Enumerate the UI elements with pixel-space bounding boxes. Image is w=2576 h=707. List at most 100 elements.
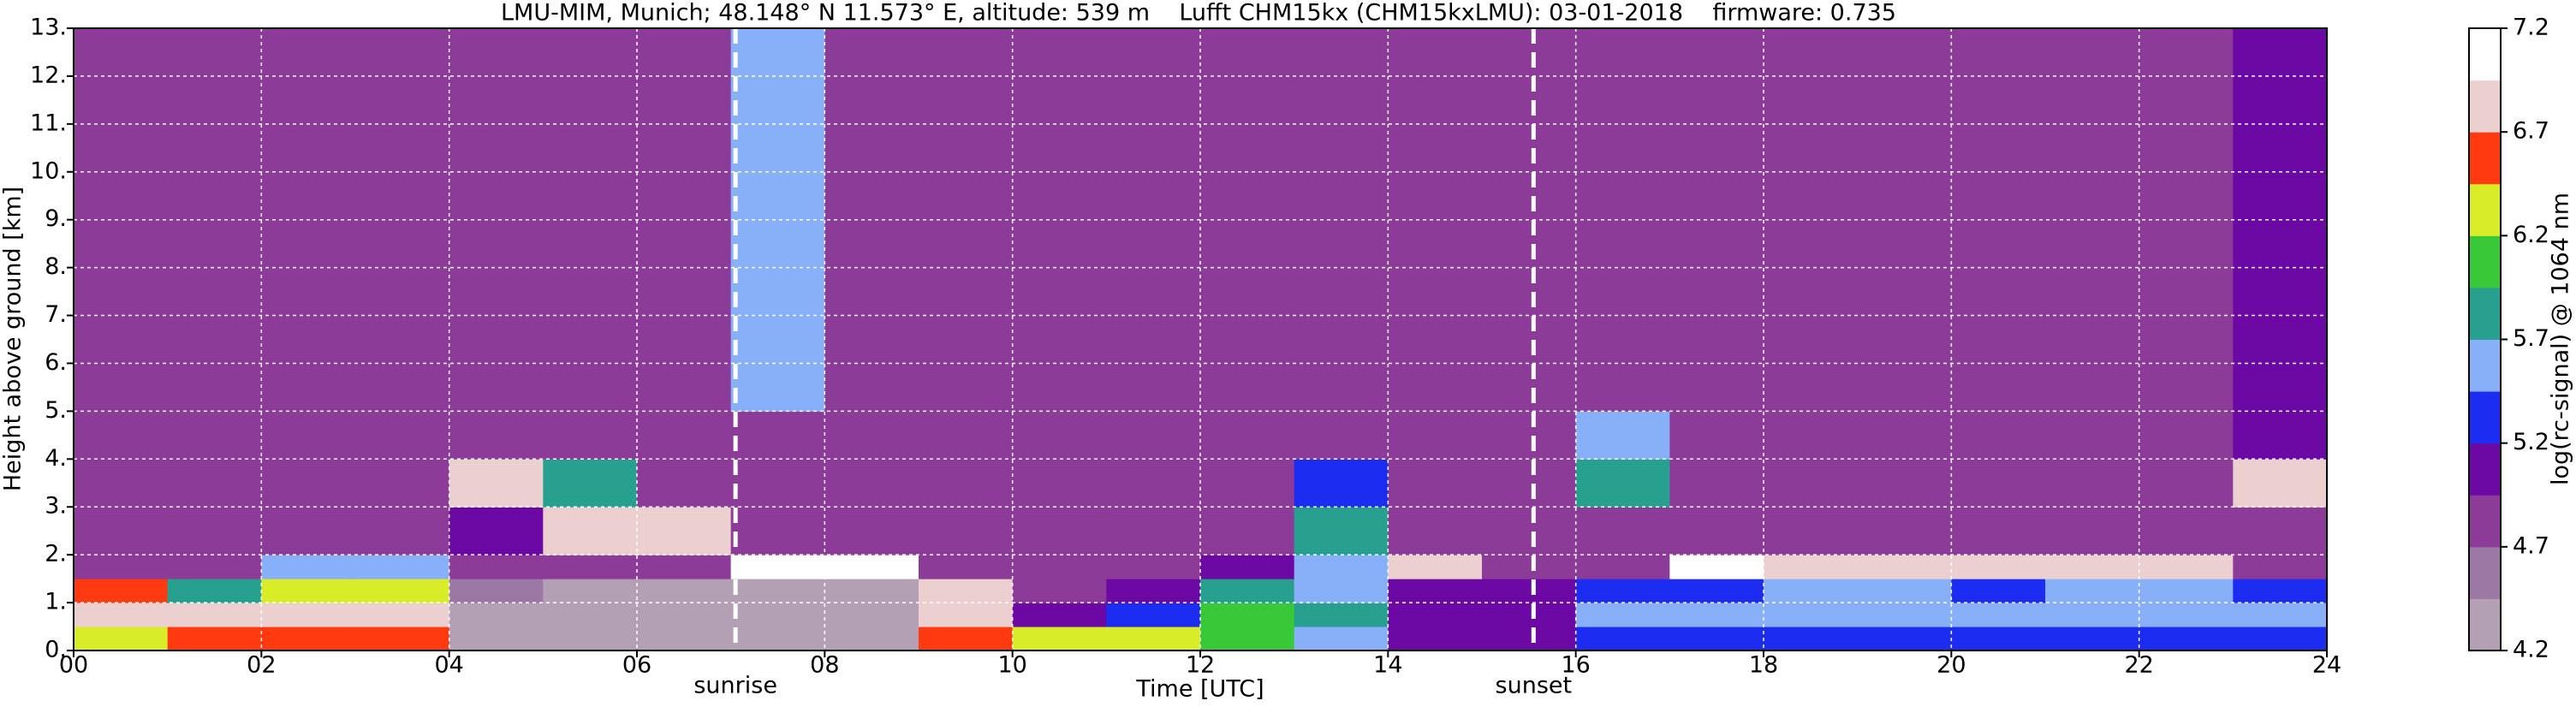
- heatmap-cell: [1106, 411, 1201, 460]
- heatmap-cell: [1669, 603, 1764, 627]
- heatmap-cell: [824, 555, 919, 579]
- heatmap-cell: [1388, 579, 1483, 603]
- heatmap-cell: [919, 507, 1014, 556]
- colorbar-segment: [2469, 495, 2501, 548]
- y-tick-label: 2.: [45, 541, 67, 567]
- heatmap-cell: [1575, 603, 1670, 627]
- heatmap-cell: [261, 507, 356, 556]
- heatmap-cell: [1764, 459, 1859, 508]
- colorbar-segment: [2469, 339, 2501, 392]
- heatmap-cell: [824, 459, 919, 508]
- y-tick-label: 13.: [30, 15, 67, 41]
- heatmap-cell: [2045, 28, 2140, 412]
- heatmap-cell: [2045, 627, 2140, 651]
- y-tick-label: 8.: [45, 253, 67, 280]
- x-tick-label: 24: [2312, 652, 2341, 679]
- x-tick-label: 10: [997, 652, 1026, 679]
- heatmap-cell: [543, 507, 638, 556]
- heatmap-cell: [730, 459, 825, 508]
- heatmap-cell: [74, 507, 169, 556]
- heatmap-cell: [1106, 579, 1201, 603]
- heatmap-cell: [1764, 579, 1859, 603]
- colorbar-segment: [2469, 443, 2501, 496]
- heatmap-cell: [167, 603, 262, 627]
- colorbar-segment: [2469, 391, 2501, 444]
- heatmap-cell: [637, 411, 732, 460]
- heatmap-cell: [1012, 459, 1107, 508]
- heatmap-cell: [2233, 507, 2328, 556]
- heatmap-cell: [449, 603, 544, 627]
- heatmap-cell: [2045, 411, 2140, 460]
- heatmap-cell: [1200, 507, 1295, 556]
- heatmap-cell: [1200, 459, 1295, 508]
- heatmap-cell: [355, 411, 450, 460]
- heatmap-cell: [1951, 459, 2046, 508]
- y-tick-label: 7.: [45, 301, 67, 328]
- heatmap-cell: [2045, 579, 2140, 603]
- x-tick-label: 14: [1373, 652, 1402, 679]
- colorbar-segment: [2469, 235, 2501, 288]
- heatmap-cell: [1669, 579, 1764, 603]
- heatmap-cell: [1482, 627, 1577, 651]
- heatmap-cell: [1951, 411, 2046, 460]
- heatmap-cell: [1482, 555, 1577, 579]
- heatmap-cell: [1388, 411, 1483, 460]
- heatmap-cell: [1106, 555, 1201, 579]
- heatmap-cell: [730, 411, 825, 460]
- heatmap-cell: [543, 627, 638, 651]
- heatmap-cell: [1388, 555, 1483, 579]
- plot-frame: [73, 27, 2328, 651]
- x-tick-label: 08: [810, 652, 839, 679]
- heatmap-cell: [355, 459, 450, 508]
- heatmap-cell: [2045, 507, 2140, 556]
- heatmap-cell: [449, 28, 544, 412]
- heatmap-cell: [1951, 555, 2046, 579]
- colorbar-segment: [2469, 598, 2501, 651]
- heatmap-cell: [449, 555, 544, 579]
- heatmap-cell: [1764, 603, 1859, 627]
- y-tick-label: 9.: [45, 205, 67, 232]
- heatmap-cell: [1482, 603, 1577, 627]
- heatmap-cell: [1951, 603, 2046, 627]
- heatmap-cell: [2045, 459, 2140, 508]
- heatmap-cell: [1294, 603, 1389, 627]
- heatmap-cell: [74, 411, 169, 460]
- heatmap-cell: [1106, 459, 1201, 508]
- heatmap-cell: [1575, 627, 1670, 651]
- heatmap-cell: [543, 579, 638, 603]
- heatmap-cell: [449, 579, 544, 603]
- heatmap-cell: [74, 627, 169, 651]
- heatmap-cell: [919, 411, 1014, 460]
- heatmap-cell: [1764, 627, 1859, 651]
- heatmap-cell: [1200, 627, 1295, 651]
- heatmap-cell: [543, 411, 638, 460]
- heatmap-cell: [261, 411, 356, 460]
- heatmap-cell: [1575, 411, 1670, 460]
- heatmap-cell: [2233, 603, 2328, 627]
- heatmap-cell: [355, 627, 450, 651]
- heatmap-cell: [1294, 579, 1389, 603]
- heatmap-cell: [1482, 411, 1577, 460]
- heatmap-cell: [2139, 459, 2234, 508]
- heatmap-cell: [1012, 411, 1107, 460]
- heatmap-cell: [1294, 555, 1389, 579]
- heatmap-cell: [919, 579, 1014, 603]
- heatmap-cell: [1200, 411, 1295, 460]
- heatmap-cell: [355, 603, 450, 627]
- heatmap-cell: [919, 459, 1014, 508]
- colorbar-tick-label: 6.2: [2513, 222, 2549, 248]
- heatmap-cell: [1764, 555, 1859, 579]
- heatmap-cell: [543, 603, 638, 627]
- annotation-label: sunset: [1496, 673, 1573, 699]
- y-tick-label: 6.: [45, 349, 67, 376]
- heatmap-cell: [824, 579, 919, 603]
- colorbar-tick-label: 7.2: [2513, 15, 2549, 41]
- heatmap-cell: [1200, 579, 1295, 603]
- heatmap-cell: [449, 411, 544, 460]
- heatmap-cell: [1951, 627, 2046, 651]
- heatmap-cell: [2233, 627, 2328, 651]
- heatmap-cell: [1012, 579, 1107, 603]
- heatmap-cell: [2233, 411, 2328, 460]
- heatmap-cell: [543, 459, 638, 508]
- heatmap-cell: [167, 579, 262, 603]
